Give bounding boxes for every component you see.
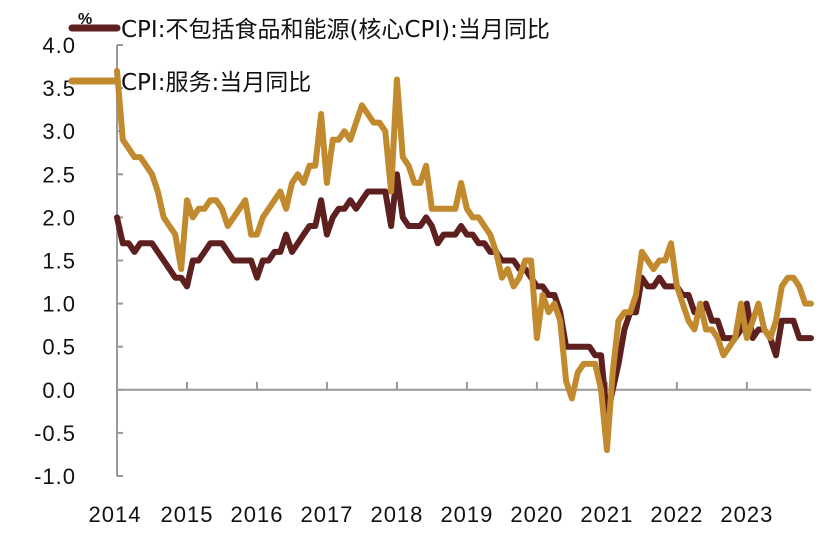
x-tick-label: 2018 [370, 502, 423, 527]
x-tick-label: 2022 [650, 502, 703, 527]
y-tick-label: 1.0 [42, 292, 76, 317]
x-tick-label: 2016 [230, 502, 283, 527]
legend: CPI:不包括食品和能源(核心CPI):当月同比 CPI:服务:当月同比 [68, 17, 550, 96]
y-tick-label: 2.5 [42, 162, 76, 187]
x-tick-label: 2017 [300, 502, 353, 527]
x-tick-label: 2015 [161, 502, 214, 527]
legend-label-core-cpi: CPI:不包括食品和能源(核心CPI):当月同比 [121, 17, 550, 43]
y-axis: 4.03.53.02.52.01.51.00.50.0-0.5-1.0 [34, 33, 123, 489]
x-tick-label: 2020 [510, 502, 563, 527]
x-axis: 2014 2015 2016 2017 2018 2019 2020 2021 2022 2023 [89, 381, 811, 527]
series-line-services-cpi [114, 67, 814, 454]
y-tick-label: 4.0 [42, 33, 76, 58]
x-tick-label: 2019 [440, 502, 493, 527]
x-tick-label: 2021 [580, 502, 633, 527]
y-tick-label: 1.5 [42, 249, 76, 274]
x-tick-label: 2023 [720, 502, 773, 527]
y-tick-label: 0.0 [42, 378, 76, 403]
y-tick-label: 2.0 [42, 205, 76, 230]
y-tick-label: 0.5 [42, 335, 76, 360]
y-tick-label: -1.0 [34, 464, 76, 489]
legend-label-services-cpi: CPI:服务:当月同比 [121, 70, 311, 96]
unit-label: % [78, 11, 92, 28]
x-tick-label: 2014 [89, 502, 142, 527]
y-tick-label: -0.5 [34, 421, 76, 446]
series-lines [114, 67, 814, 454]
y-tick-label: 3.0 [42, 119, 76, 144]
